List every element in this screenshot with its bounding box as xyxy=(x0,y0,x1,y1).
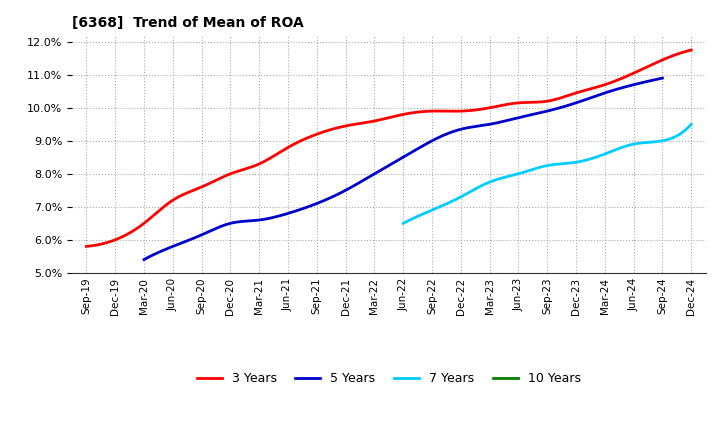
Text: [6368]  Trend of Mean of ROA: [6368] Trend of Mean of ROA xyxy=(72,16,304,30)
Legend: 3 Years, 5 Years, 7 Years, 10 Years: 3 Years, 5 Years, 7 Years, 10 Years xyxy=(192,367,586,390)
